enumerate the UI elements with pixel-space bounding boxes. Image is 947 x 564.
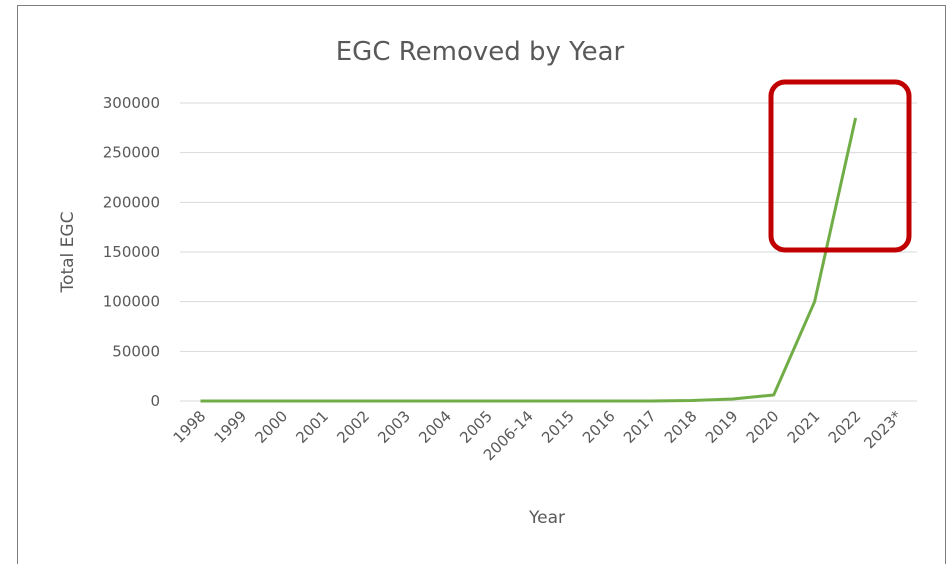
x-tick-label: 2017 bbox=[620, 407, 660, 447]
series-line bbox=[200, 117, 858, 403]
x-tick-label: 2020 bbox=[743, 407, 783, 447]
y-tick-label: 150000 bbox=[103, 243, 160, 261]
x-tick-label: 2002 bbox=[333, 407, 373, 447]
x-tick-label: 2018 bbox=[661, 407, 701, 447]
x-tick-label: 2000 bbox=[251, 407, 291, 447]
y-tick-label: 0 bbox=[150, 392, 160, 410]
x-tick-label: 2019 bbox=[702, 407, 742, 447]
x-tick-label: 2023* bbox=[860, 407, 905, 452]
chart-frame bbox=[17, 5, 946, 564]
x-tick-label: 1999 bbox=[211, 407, 251, 447]
y-tick-label: 250000 bbox=[103, 144, 160, 162]
x-tick-label: 2001 bbox=[292, 407, 332, 447]
x-tick-label: 2004 bbox=[415, 407, 455, 447]
chart-title: EGC Removed by Year bbox=[336, 37, 625, 67]
x-axis-label: Year bbox=[528, 508, 565, 528]
y-tick-labels: 0 50000 100000 150000 200000 250000 300000 bbox=[103, 94, 160, 410]
x-tick-label: 2003 bbox=[374, 407, 414, 447]
y-tick-label: 100000 bbox=[103, 293, 160, 311]
y-axis-label: Total EGC bbox=[58, 212, 78, 294]
x-tick-label: 1998 bbox=[170, 407, 210, 447]
x-tick-label: 2021 bbox=[784, 407, 824, 447]
x-tick-label: 2016 bbox=[579, 407, 619, 447]
x-tick-label: 2022 bbox=[825, 407, 865, 447]
x-tick-label: 2015 bbox=[538, 407, 578, 447]
highlight-box bbox=[768, 79, 912, 253]
y-tick-label: 50000 bbox=[112, 342, 160, 360]
y-tick-label: 300000 bbox=[103, 94, 160, 112]
series-group bbox=[200, 117, 858, 403]
y-tick-label: 200000 bbox=[103, 193, 160, 211]
